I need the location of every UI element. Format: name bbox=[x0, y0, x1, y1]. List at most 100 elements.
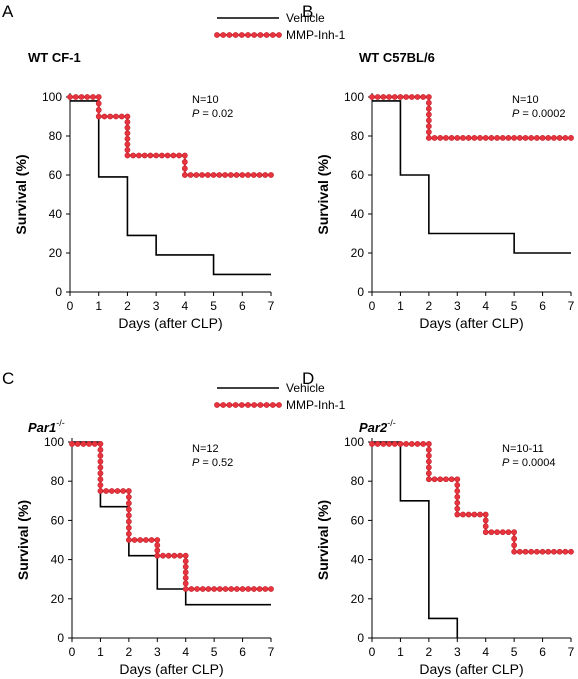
legend-mmp-inh-1-marker bbox=[226, 32, 233, 38]
mmp-inh-1-marker bbox=[120, 488, 127, 494]
mmp-inh-1-marker bbox=[391, 94, 398, 100]
x-tick-label: 2 bbox=[426, 299, 433, 313]
mmp-inh-1-marker bbox=[181, 172, 188, 178]
mmp-inh-1-marker bbox=[380, 441, 387, 447]
legend: Vehicle MMP-Inh-1 bbox=[214, 11, 346, 42]
mmp-inh-1-marker bbox=[465, 135, 472, 141]
mmp-inh-1-marker bbox=[380, 94, 387, 100]
legend-mmp-inh-1-marker bbox=[269, 402, 276, 408]
mmp-inh-1-marker bbox=[251, 586, 257, 592]
mmp-inh-1-marker bbox=[425, 446, 432, 453]
mmp-inh-1-marker bbox=[425, 129, 432, 135]
mmp-inh-1-marker bbox=[256, 586, 263, 592]
x-axis-title: Days (after CLP) bbox=[118, 315, 222, 331]
y-tick-label: 100 bbox=[42, 90, 62, 104]
mmp-inh-1-marker bbox=[408, 94, 415, 100]
x-tick-label: 1 bbox=[397, 299, 404, 313]
mmp-inh-1-marker bbox=[482, 523, 489, 530]
mmp-inh-1-marker bbox=[539, 135, 546, 141]
mmp-inh-1-marker bbox=[454, 135, 461, 141]
mmp-inh-1-marker bbox=[511, 535, 518, 542]
p-value: = 0.52 bbox=[199, 457, 233, 469]
y-tick-label: 20 bbox=[49, 246, 63, 260]
mmp-inh-1-marker bbox=[97, 476, 104, 483]
mmp-inh-1-marker bbox=[80, 441, 87, 447]
panel-title: WT C57BL/6 bbox=[359, 50, 435, 65]
y-tick-label: 0 bbox=[57, 631, 64, 645]
panel-letter: A bbox=[2, 2, 14, 21]
mmp-inh-1-marker bbox=[170, 152, 177, 159]
mmp-inh-1-marker bbox=[124, 141, 131, 148]
mmp-inh-1-marker bbox=[499, 135, 506, 141]
x-axis-title: Days (after CLP) bbox=[419, 661, 523, 677]
mmp-inh-1-marker bbox=[425, 452, 432, 459]
mmp-inh-1-marker bbox=[95, 94, 102, 100]
y-tick-label: 100 bbox=[344, 90, 364, 104]
mmp-inh-1-marker bbox=[460, 511, 466, 518]
mmp-inh-1-marker bbox=[124, 135, 131, 142]
mmp-inh-1-marker bbox=[187, 172, 194, 178]
mmp-inh-1-marker bbox=[124, 130, 131, 137]
mmp-inh-1-marker bbox=[182, 574, 189, 581]
y-tick-label: 40 bbox=[49, 207, 63, 221]
p-symbol: P bbox=[192, 108, 200, 120]
mmp-inh-1-marker bbox=[511, 529, 518, 536]
mmp-inh-1-marker bbox=[211, 586, 218, 592]
legend-mmp-inh-1-marker bbox=[257, 32, 264, 38]
mmp-inh-1-marker bbox=[125, 518, 132, 525]
legend-mmp-inh-1-marker bbox=[214, 32, 220, 38]
mmp-inh-1-marker bbox=[233, 172, 240, 178]
mmp-inh-1-marker bbox=[124, 147, 131, 153]
mmp-inh-1-marker bbox=[414, 441, 421, 447]
mmp-inh-1-marker bbox=[528, 135, 535, 141]
mmp-inh-1-marker bbox=[425, 441, 432, 447]
mmp-inh-1-marker bbox=[443, 476, 449, 483]
mmp-inh-1-marker bbox=[454, 476, 461, 483]
panel-letter: B bbox=[302, 2, 313, 21]
n-annotation: N=10 bbox=[192, 94, 219, 106]
legend-mmp-inh-1-marker bbox=[276, 32, 282, 38]
x-tick-label: 7 bbox=[568, 299, 575, 313]
x-axis-title: Days (after CLP) bbox=[119, 661, 223, 677]
mmp-inh-1-marker bbox=[425, 117, 432, 124]
mmp-inh-1-marker bbox=[239, 172, 246, 178]
mmp-inh-1-marker bbox=[84, 94, 91, 100]
mmp-inh-1-marker bbox=[108, 488, 115, 494]
mmp-inh-1-marker bbox=[177, 552, 183, 559]
mmp-inh-1-marker bbox=[222, 586, 229, 592]
mmp-inh-1-marker bbox=[562, 548, 569, 555]
p-annotation: P = 0.52 bbox=[192, 457, 233, 469]
y-axis-title: Survival (%) bbox=[315, 154, 331, 234]
mmp-inh-1-marker bbox=[505, 135, 512, 141]
mmp-inh-1-marker bbox=[160, 552, 166, 559]
panel-title-name: Par1 bbox=[28, 420, 56, 435]
x-axis-title: Days (after CLP) bbox=[419, 315, 523, 331]
x-tick-label: 7 bbox=[568, 645, 575, 659]
mmp-inh-1-marker bbox=[545, 548, 552, 555]
legend-mmp-inh-1-marker bbox=[263, 32, 270, 38]
mmp-inh-1-marker bbox=[262, 586, 269, 592]
mmp-inh-1-marker bbox=[193, 172, 200, 178]
panel-title: Par2-/- bbox=[359, 418, 396, 435]
mmp-inh-1-marker bbox=[425, 99, 432, 106]
series-vehicle bbox=[70, 100, 271, 276]
mmp-inh-1-marker bbox=[164, 152, 171, 159]
x-tick-label: 4 bbox=[482, 299, 489, 313]
y-axis-title: Survival (%) bbox=[315, 500, 331, 580]
mmp-inh-1-marker bbox=[443, 135, 449, 141]
mmp-inh-1-marker bbox=[511, 542, 518, 549]
mmp-inh-1-marker bbox=[262, 172, 269, 178]
x-tick-label: 4 bbox=[482, 645, 489, 659]
x-tick-label: 3 bbox=[154, 645, 161, 659]
mmp-inh-1-marker bbox=[568, 548, 574, 555]
mmp-inh-1-marker bbox=[239, 586, 246, 592]
mmp-inh-1-marker bbox=[533, 135, 540, 141]
mmp-inh-1-marker bbox=[182, 580, 189, 587]
x-tick-label: 3 bbox=[153, 299, 160, 313]
mmp-inh-1-marker bbox=[482, 511, 489, 518]
p-value: = 0.0002 bbox=[519, 108, 565, 120]
mmp-inh-1-marker bbox=[425, 458, 432, 465]
mmp-inh-1-marker bbox=[505, 529, 512, 536]
panel-letter: D bbox=[302, 369, 314, 388]
mmp-inh-1-marker bbox=[171, 552, 178, 559]
